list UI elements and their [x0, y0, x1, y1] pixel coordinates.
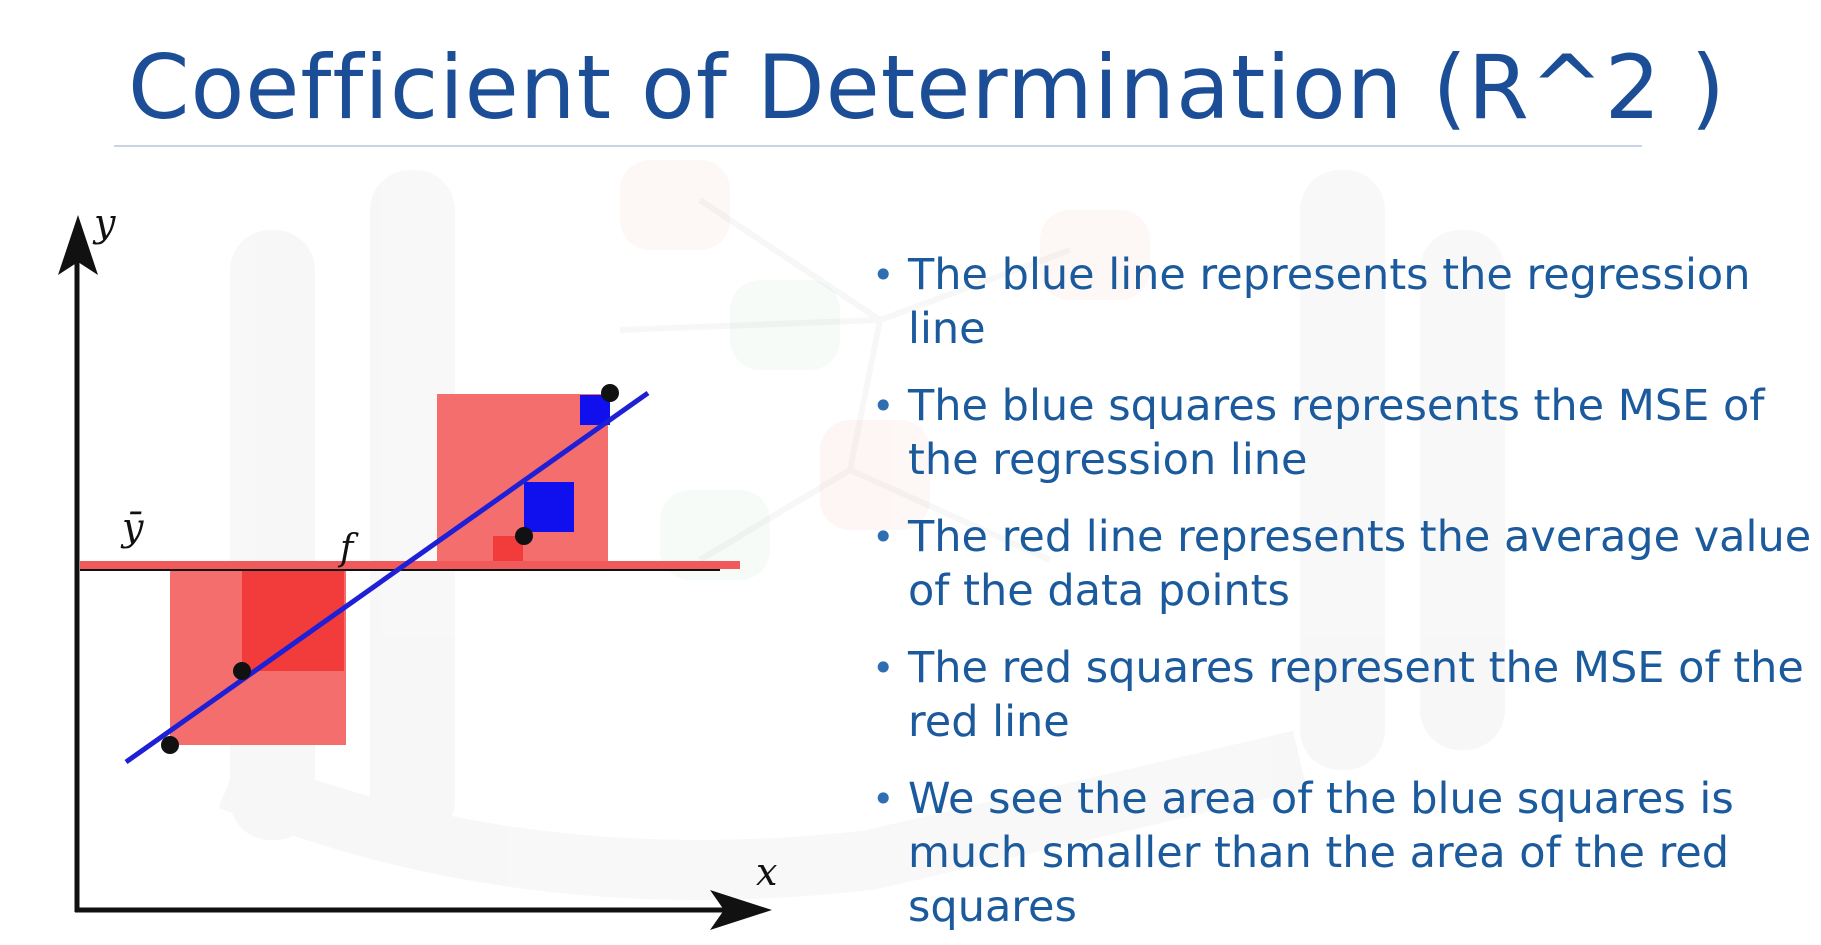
y-axis-label: y: [92, 201, 116, 245]
bullet-text: We see the area of the blue squares is m…: [908, 774, 1734, 932]
blue-square-large: [524, 482, 574, 532]
bullet-text: The blue squares represents the MSE of t…: [908, 381, 1765, 485]
title-divider: [114, 145, 1642, 147]
bullet-item: • The blue line represents the regression…: [868, 248, 1813, 356]
data-point: [161, 736, 179, 754]
mean-label: ȳ: [120, 505, 144, 549]
bullet-item: • We see the area of the blue squares is …: [868, 772, 1813, 934]
bullet-text: The red squares represent the MSE of the…: [908, 643, 1804, 747]
bullet-marker: •: [872, 515, 895, 559]
bullet-item: • The red squares represent the MSE of th…: [868, 641, 1813, 749]
data-point: [233, 662, 251, 680]
slide-title: Coefficient of Determination (R^2 ): [128, 36, 1726, 139]
bullet-item: • The blue squares represents the MSE of …: [868, 379, 1813, 487]
r-squared-diagram: y x ȳ f: [58, 201, 777, 930]
bullet-marker: •: [872, 646, 895, 690]
bullet-marker: •: [872, 253, 895, 297]
regression-line: [124, 390, 650, 765]
bullet-text: The blue line represents the regression …: [908, 250, 1751, 354]
x-axis-arrow: [710, 890, 772, 930]
bullet-text: The red line represents the average valu…: [908, 512, 1812, 616]
bullet-item: • The red line represents the average val…: [868, 510, 1813, 618]
y-axis-arrow: [58, 215, 98, 275]
bullet-marker: •: [872, 777, 895, 821]
bullet-list: • The blue line represents the regression…: [868, 248, 1813, 945]
data-point: [515, 527, 533, 545]
x-axis-label: x: [756, 850, 777, 894]
data-point: [601, 384, 619, 402]
bullet-marker: •: [872, 384, 895, 428]
